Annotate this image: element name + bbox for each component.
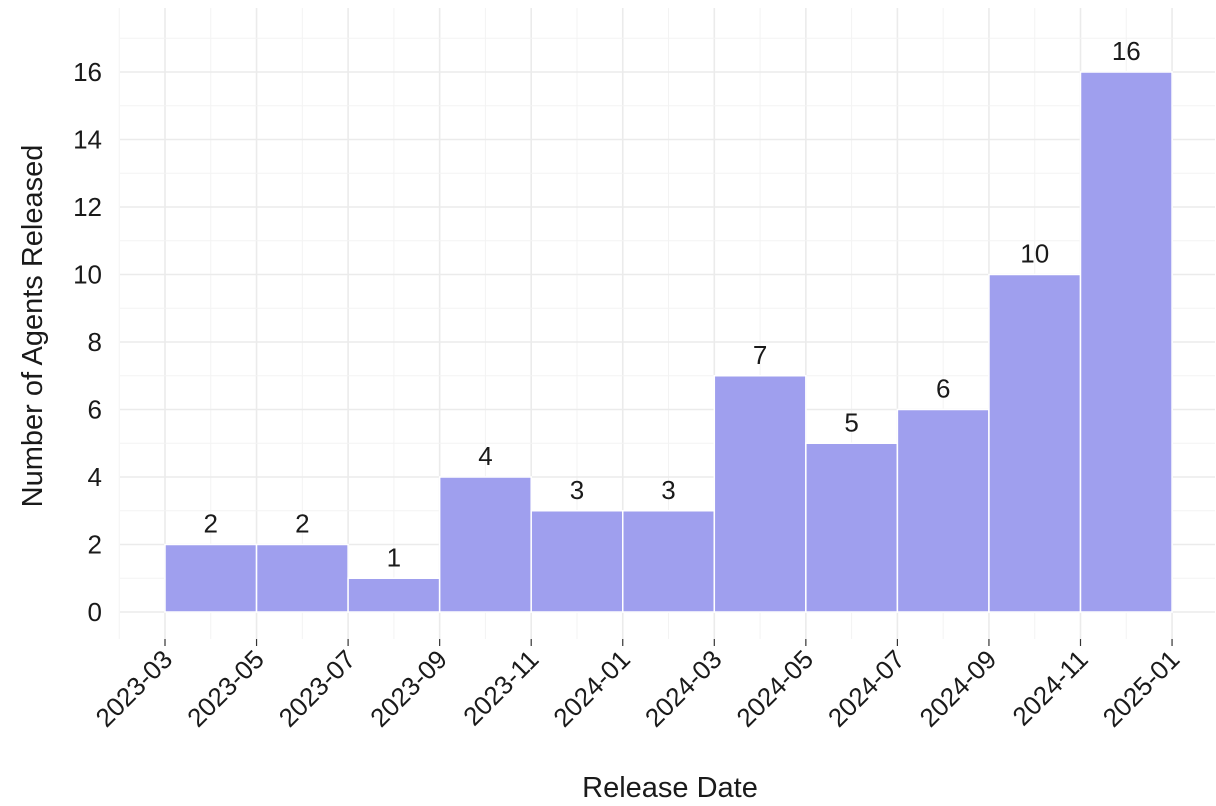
y-tick-label: 2 (88, 530, 102, 560)
x-tick-label: 2025-01 (1097, 644, 1186, 733)
bar-value-label: 2 (295, 509, 309, 539)
histogram-bar (805, 442, 899, 613)
x-axis-title: Release Date (582, 772, 758, 804)
data-labels: 2 2 1 4 3 3 7 5 6 10 16 (204, 36, 1141, 572)
histogram-bar (530, 510, 624, 613)
y-tick-label: 14 (73, 125, 102, 155)
x-tick-label: 2023-11 (457, 644, 544, 731)
y-tick-label: 8 (88, 327, 102, 357)
bar-value-label: 10 (1020, 239, 1049, 269)
x-tick-label: 2023-05 (181, 644, 270, 733)
bar-value-label: 16 (1112, 36, 1141, 66)
bars (164, 71, 1173, 613)
bar-value-label: 3 (661, 475, 675, 505)
bar-value-label: 4 (478, 441, 492, 471)
bar-value-label: 2 (204, 509, 218, 539)
histogram-bar (255, 543, 349, 613)
y-axis-title: Number of Agents Released (17, 145, 49, 508)
x-axis: 2023-03 2023-05 2023-07 2023-09 2023-11 2024-… (90, 639, 1186, 733)
x-tick-label: 2024-05 (730, 644, 819, 733)
x-tick-label: 2024-09 (914, 644, 1003, 733)
y-tick-label: 0 (88, 597, 102, 627)
y-tick-label: 4 (88, 462, 102, 492)
histogram-bar (438, 476, 532, 613)
y-tick-label: 16 (73, 57, 102, 87)
x-tick-label: 2024-07 (822, 644, 911, 733)
histogram-bar (988, 273, 1082, 613)
x-tick-label: 2024-11 (1006, 644, 1093, 731)
bar-value-label: 5 (844, 407, 858, 437)
histogram-bar (1079, 71, 1173, 613)
y-tick-label: 10 (73, 260, 102, 290)
x-tick-label: 2024-03 (639, 644, 728, 733)
y-axis: 0 2 4 6 8 10 12 14 16 (73, 57, 102, 627)
y-tick-label: 12 (73, 192, 102, 222)
bar-value-label: 6 (936, 374, 950, 404)
x-tick-label: 2023-07 (273, 644, 362, 733)
histogram-bar (896, 408, 990, 613)
histogram-bar (164, 543, 258, 613)
histogram-bar (713, 375, 807, 613)
y-tick-label: 6 (88, 395, 102, 425)
x-tick-label: 2023-03 (90, 644, 179, 733)
x-tick-label: 2024-01 (547, 644, 636, 733)
bar-value-label: 7 (753, 340, 767, 370)
x-tick-label: 2023-09 (364, 644, 453, 733)
histogram-bar (622, 510, 716, 613)
bar-value-label: 1 (387, 542, 401, 572)
histogram-bar (347, 577, 441, 613)
bar-value-label: 3 (570, 475, 584, 505)
